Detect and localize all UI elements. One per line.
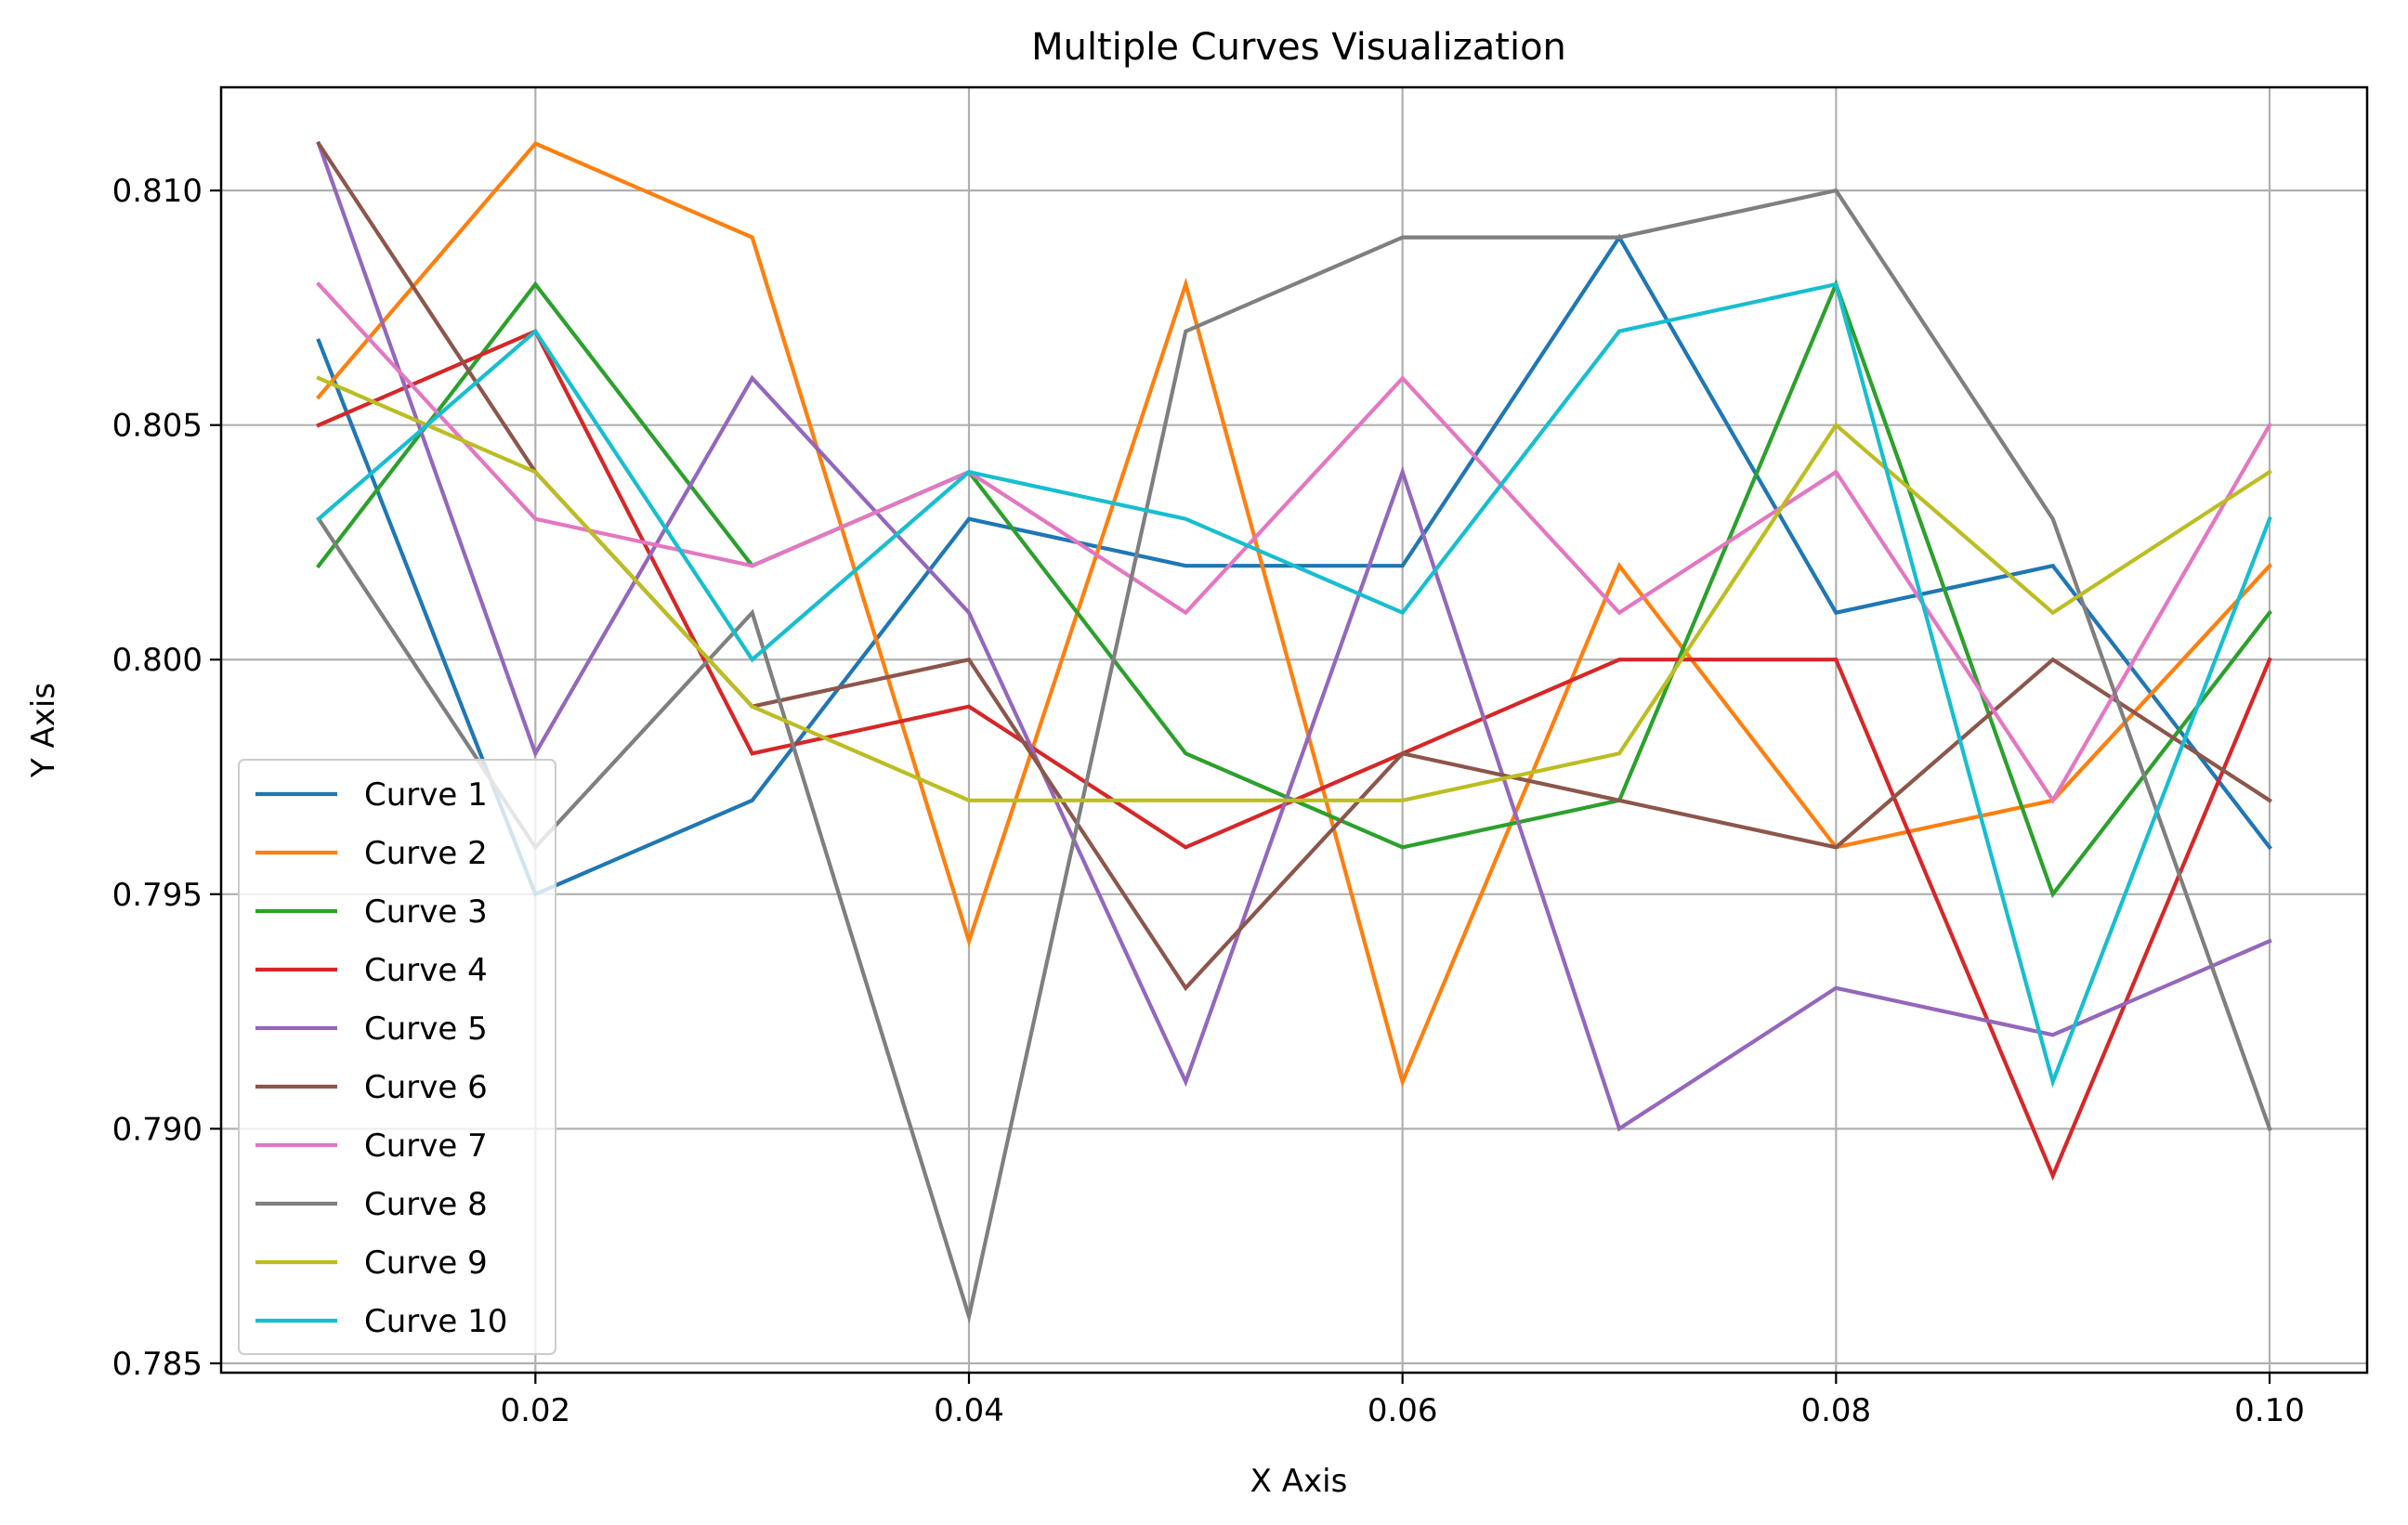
plot-frame <box>219 85 2369 1375</box>
y-tick-label: 0.810 <box>112 173 203 210</box>
series-line-curve-2 <box>316 141 2272 1088</box>
y-axis-label: Y Axis <box>25 683 62 778</box>
legend-label-curve-4: Curve 4 <box>364 952 488 989</box>
legend-label-curve-5: Curve 5 <box>364 1010 488 1048</box>
series-line-curve-4 <box>316 328 2272 1181</box>
series-line-curve-5 <box>316 140 2272 1132</box>
series-line-curve-9 <box>316 375 2272 802</box>
series-line-curve-7 <box>316 281 2272 804</box>
legend-label-curve-9: Curve 9 <box>364 1245 488 1282</box>
x-tick-label: 0.10 <box>2234 1392 2305 1429</box>
series-line-curve-10 <box>316 281 2272 1088</box>
legend-label-curve-8: Curve 8 <box>364 1186 488 1223</box>
legend-label-curve-1: Curve 1 <box>364 776 488 814</box>
ticks-layer: 0.02 0.04 0.06 0.08 0.10 0.785 0.790 0.795 0.800… <box>112 173 2305 1429</box>
series-line-curve-8 <box>316 188 2272 1324</box>
x-axis-label: X Axis <box>1250 1463 1348 1500</box>
y-tick-label: 0.795 <box>112 877 203 914</box>
x-tick-label: 0.08 <box>1800 1392 1871 1429</box>
y-tick-label: 0.790 <box>112 1111 203 1148</box>
legend-label-curve-10: Curve 10 <box>364 1303 507 1340</box>
y-tick-label: 0.785 <box>112 1346 203 1383</box>
y-tick-label: 0.800 <box>112 642 203 679</box>
legend-label-curve-6: Curve 6 <box>364 1069 488 1106</box>
legend-label-curve-3: Curve 3 <box>364 893 488 931</box>
y-tick-label: 0.805 <box>112 408 203 445</box>
chart-title: Multiple Curves Visualization <box>1031 26 1566 69</box>
x-tick-label: 0.06 <box>1368 1392 1438 1429</box>
grid-layer <box>221 87 2367 1373</box>
series-layer <box>316 140 2272 1324</box>
legend: Curve 1 Curve 2 Curve 3 Curve 4 Curve 5 Curve… <box>238 759 556 1355</box>
legend-label-curve-2: Curve 2 <box>364 835 488 872</box>
x-tick-label: 0.04 <box>934 1392 1004 1429</box>
x-tick-label: 0.02 <box>500 1392 570 1429</box>
legend-label-curve-7: Curve 7 <box>364 1127 488 1165</box>
